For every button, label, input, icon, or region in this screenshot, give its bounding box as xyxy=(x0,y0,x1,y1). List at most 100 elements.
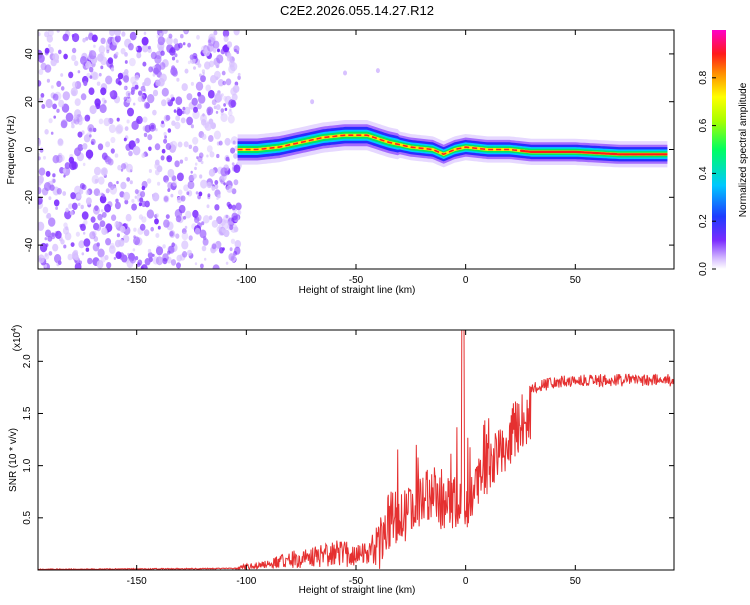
noise-blob xyxy=(100,167,108,176)
noise-blob xyxy=(207,89,215,99)
noise-blob xyxy=(164,135,168,139)
noise-blob xyxy=(89,75,93,79)
noise-blob xyxy=(190,124,194,129)
noise-blob xyxy=(220,167,228,177)
noise-blob xyxy=(98,118,104,125)
noise-blob xyxy=(39,147,44,153)
noise-blob xyxy=(155,246,164,256)
noise-blob xyxy=(155,256,164,266)
noise-blob xyxy=(185,210,192,219)
noise-blob xyxy=(231,212,238,221)
snr-series-line xyxy=(38,330,674,570)
noise-blob xyxy=(47,235,53,242)
noise-blob xyxy=(154,159,160,166)
noise-blob xyxy=(123,86,127,90)
noise-blob xyxy=(98,176,105,185)
noise-blob xyxy=(105,45,111,52)
noise-blob xyxy=(187,180,195,190)
noise-blob xyxy=(71,47,77,54)
noise-blob xyxy=(129,31,137,41)
snr-multiplier: (x104) xyxy=(11,325,23,352)
noise-blob xyxy=(160,50,165,56)
noise-blob xyxy=(182,251,188,258)
snr-ylabel: SNR (10 * v/v) xyxy=(8,428,19,492)
noise-blob xyxy=(89,66,94,73)
noise-blob xyxy=(58,99,65,108)
noise-blob xyxy=(120,181,127,190)
noise-blob xyxy=(155,233,160,238)
noise-blob xyxy=(94,166,101,176)
noise-blob xyxy=(201,245,207,252)
noise-blob xyxy=(134,74,140,81)
noise-blob xyxy=(38,175,44,184)
noise-blob xyxy=(176,262,181,269)
noise-blob xyxy=(97,248,105,258)
noise-blob xyxy=(213,105,217,110)
noise-blob xyxy=(115,124,124,134)
noise-blob xyxy=(62,91,70,101)
noise-blob xyxy=(196,34,200,40)
noise-blob xyxy=(207,193,211,198)
noise-blob xyxy=(48,44,51,48)
noise-blob xyxy=(199,174,203,179)
noise-blob xyxy=(40,93,45,98)
noise-blob xyxy=(48,251,53,256)
noise-blob xyxy=(177,141,183,148)
noise-blob xyxy=(38,182,41,188)
noise-blob xyxy=(99,104,107,114)
noise-blob xyxy=(230,238,236,244)
noise-blob xyxy=(175,233,180,239)
noise-blob xyxy=(165,114,171,121)
noise-blob xyxy=(197,63,202,68)
noise-blob xyxy=(166,155,173,163)
noise-blob xyxy=(114,153,119,158)
noise-blob xyxy=(183,184,189,192)
noise-blob xyxy=(87,257,93,265)
noise-blob xyxy=(60,120,68,129)
snr-panel: -150 -100 -50 0 50 0.5 1.0 1.5 2.0 Height of str… xyxy=(8,325,675,596)
noise-blob xyxy=(230,255,237,263)
noise-blob xyxy=(201,119,207,126)
noise-blob xyxy=(40,62,47,71)
y-tick-label: 40 xyxy=(24,48,35,60)
spectrogram-marks xyxy=(38,30,668,269)
noise-blob xyxy=(154,143,161,151)
noise-blob xyxy=(85,36,89,41)
noise-blob xyxy=(218,228,225,236)
noise-blob xyxy=(109,30,115,37)
noise-blob xyxy=(104,203,112,213)
noise-blob xyxy=(167,250,171,255)
noise-blob xyxy=(147,94,155,104)
noise-blob xyxy=(163,196,169,202)
noise-blob xyxy=(184,30,188,33)
noise-blob xyxy=(97,213,103,221)
noise-blob xyxy=(105,75,113,85)
noise-blob xyxy=(157,30,165,35)
noise-blob xyxy=(141,92,147,100)
noise-blob xyxy=(83,238,91,247)
noise-blob xyxy=(153,67,159,75)
noise-blob xyxy=(206,106,214,116)
noise-blob xyxy=(222,30,230,38)
noise-blob xyxy=(100,209,104,213)
noise-blob xyxy=(134,140,138,144)
noise-blob xyxy=(197,194,202,200)
noise-blob xyxy=(89,105,97,115)
noise-blob xyxy=(205,84,211,92)
noise-blob xyxy=(183,215,187,220)
noise-blob xyxy=(44,264,48,268)
y-tick-label: 0 xyxy=(24,146,35,152)
noise-blob xyxy=(44,64,52,73)
noise-blob xyxy=(111,214,117,221)
noise-blob xyxy=(110,67,115,72)
y-tick-label: 0.5 xyxy=(22,510,33,524)
noise-blob xyxy=(45,229,52,238)
noise-blob xyxy=(53,115,56,119)
ridge-peak-right xyxy=(520,149,668,156)
noise-blob xyxy=(212,264,220,269)
noise-blob xyxy=(157,36,165,46)
noise-blob xyxy=(78,240,85,249)
noise-blob xyxy=(234,246,241,255)
noise-blob xyxy=(125,96,132,104)
noise-blob xyxy=(105,141,111,148)
